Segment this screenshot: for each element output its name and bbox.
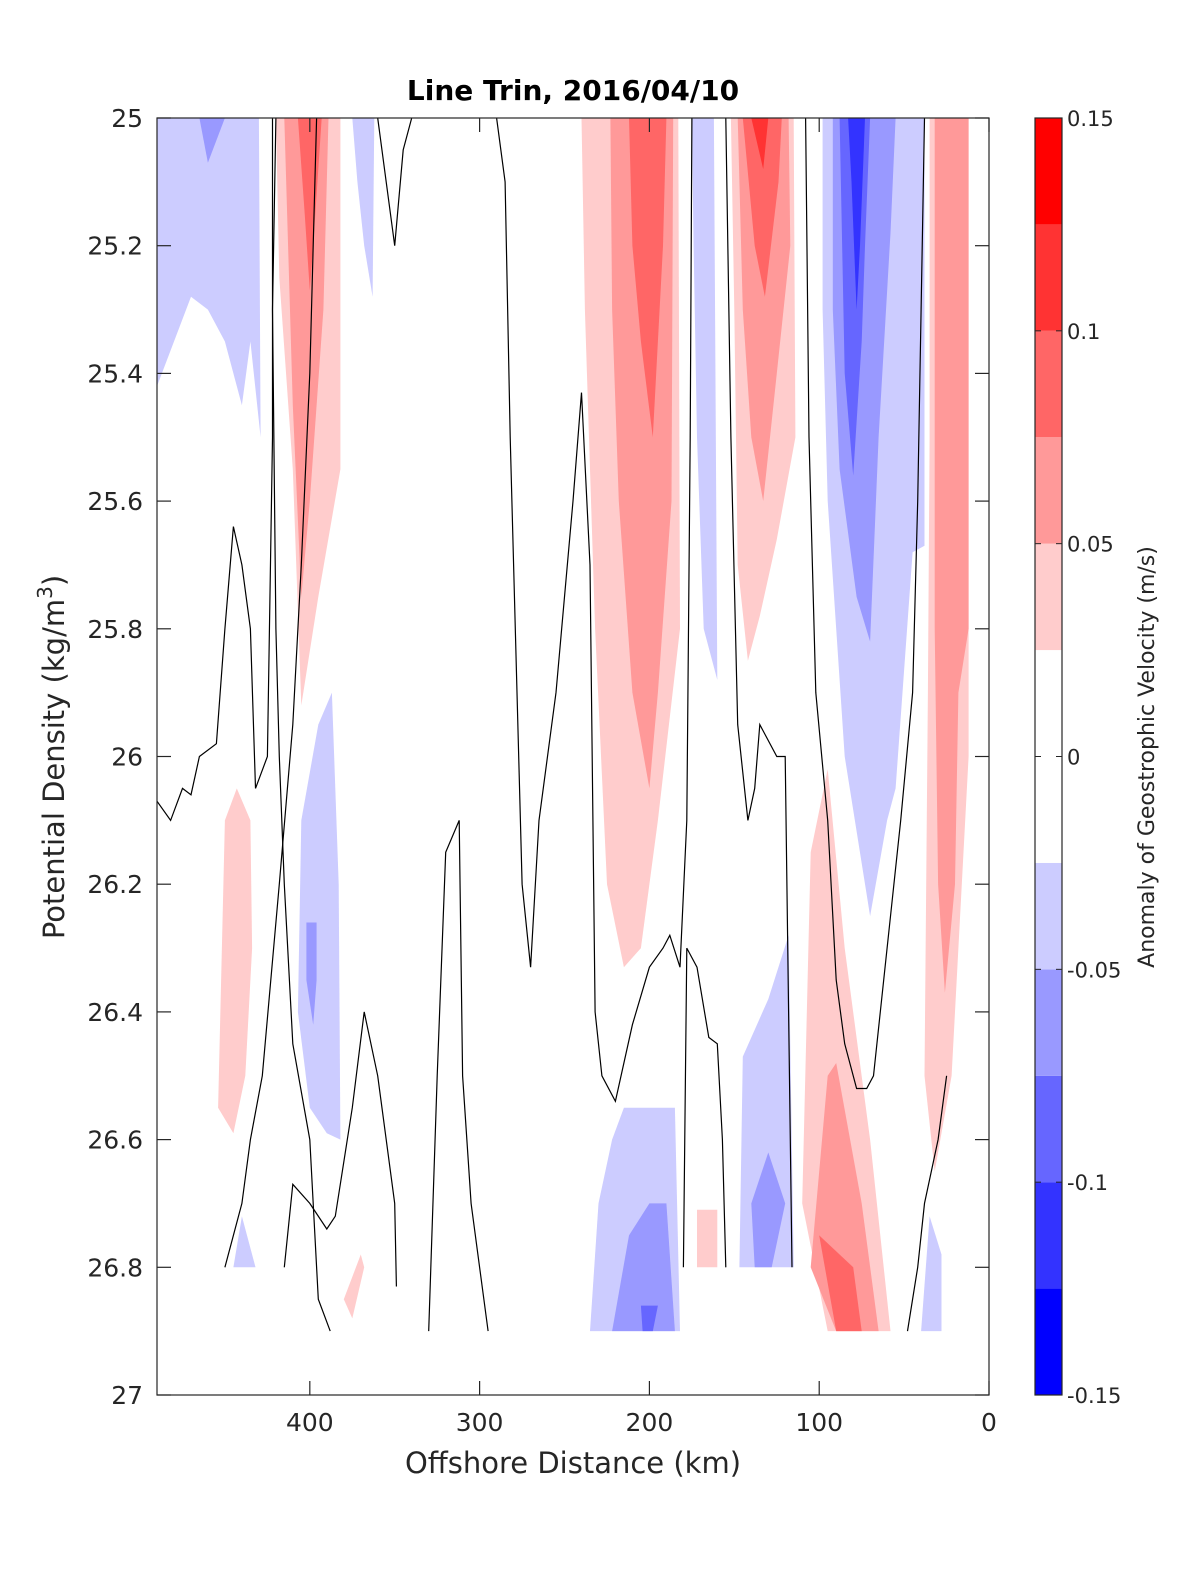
colorbar-tick-label: 0.1 <box>1067 320 1100 344</box>
colorbar-tick-label: 0 <box>1067 746 1080 770</box>
y-axis: 25 25.2 25.4 25.6 25.8 26 26.2 26.4 26.6 26.8 27 <box>87 104 989 1410</box>
y-tick-label: 25.8 <box>87 615 143 644</box>
contour-region-neg3-21 <box>839 118 871 476</box>
zero-contour-line-10 <box>906 1075 948 1332</box>
contour-region-neg2-8 <box>306 922 317 1025</box>
colorbar-tick-label: 0.15 <box>1067 107 1114 131</box>
y-tick-label: 27 <box>111 1381 143 1410</box>
contour-region-pos2-16 <box>737 118 791 502</box>
zero-contour-line-2 <box>224 118 318 1268</box>
x-tick-label: 200 <box>626 1408 674 1437</box>
x-tick-label: 100 <box>795 1408 843 1437</box>
zero-contour-line-6 <box>496 118 693 1104</box>
x-axis: 400 300 200 100 0 <box>286 118 997 1437</box>
contour-region-neg2-31 <box>751 1152 786 1268</box>
colorbar-tick-label: -0.1 <box>1067 1171 1108 1195</box>
x-tick-label: 400 <box>286 1408 334 1437</box>
contour-region-neg1-9 <box>233 1216 256 1268</box>
colorbar-segment <box>1035 969 1062 1076</box>
contour-region-pos3-17 <box>742 118 782 297</box>
contour-region-neg1-5 <box>352 118 375 297</box>
contour-region-pos1-6 <box>218 788 253 1134</box>
x-tick-label: 300 <box>456 1408 504 1437</box>
contour-region-neg1-30 <box>739 935 794 1268</box>
colorbar-segment <box>1035 437 1062 544</box>
contour-region-pos3-13 <box>629 118 667 438</box>
contour-region-neg4-22 <box>848 118 865 310</box>
contour-region-neg3-28 <box>640 1305 658 1332</box>
colorbar-segment <box>1035 330 1062 438</box>
chart-title: Line Trin, 2016/04/10 <box>407 74 739 107</box>
colorbar-segment <box>1035 224 1062 331</box>
colorbar-ticks: 0.15 0.1 0.05 0 -0.05 -0.1 -0.15 <box>1035 107 1121 1408</box>
colorbar-segment <box>1035 543 1062 651</box>
contour-region-pos2-3 <box>284 118 329 597</box>
contour-region-pos2-25 <box>934 118 969 993</box>
colorbar-segment <box>1035 1288 1062 1395</box>
colorbar-tick-label: -0.05 <box>1067 958 1121 982</box>
contour-region-neg2-1 <box>199 118 225 163</box>
y-tick-label: 26.4 <box>87 998 143 1027</box>
colorbar-segment <box>1035 1075 1062 1183</box>
colorbar-segment <box>1035 1182 1062 1289</box>
colorbar-label: Anomaly of Geostrophic Velocity (m/s) <box>1135 546 1160 968</box>
zero-contour-line-4 <box>377 118 413 246</box>
zero-contour-line-7 <box>682 947 727 1268</box>
y-tick-label: 25.4 <box>87 359 143 388</box>
zero-contour-line-5 <box>428 820 489 1332</box>
colorbar-tick-label: 0.05 <box>1067 533 1114 557</box>
contour-region-neg2-27 <box>612 1203 675 1332</box>
y-tick-label: 26.8 <box>87 1253 143 1282</box>
y-tick-label: 25 <box>111 104 143 133</box>
x-tick-label: 0 <box>981 1408 997 1437</box>
contour-region-pos1-29 <box>697 1209 718 1268</box>
zero-contour-line-9 <box>805 118 926 1090</box>
y-tick-label: 26 <box>111 743 143 772</box>
y-axis-label: Potential Density (kg/m3) <box>33 575 71 939</box>
y-tick-label: 25.2 <box>87 232 143 261</box>
contour-region-pos4-18 <box>751 118 769 170</box>
contour-region-pos1-10 <box>343 1254 365 1319</box>
contour-region-neg1-0 <box>157 118 261 438</box>
y-tick-label: 26.6 <box>87 1126 143 1155</box>
filled-contour-regions <box>157 118 969 1332</box>
zero-contour-line-8 <box>725 118 793 1268</box>
y-axis-label-superscript: 3 <box>33 586 57 599</box>
y-axis-label-close: ) <box>37 575 71 586</box>
colorbar-tick-label: -0.15 <box>1067 1384 1121 1408</box>
y-tick-label: 25.6 <box>87 487 143 516</box>
y-tick-label: 26.2 <box>87 870 143 899</box>
colorbar-segment <box>1035 862 1062 970</box>
zero-contour-lines <box>157 118 948 1332</box>
x-axis-label: Offshore Distance (km) <box>405 1446 741 1480</box>
contour-region-neg1-23 <box>895 118 913 195</box>
zero-contour-line-0 <box>157 118 274 822</box>
contour-region-neg1-14 <box>691 118 718 680</box>
contour-region-pos3-34 <box>819 1235 862 1332</box>
y-axis-label-main: Potential Density (kg/m <box>37 599 71 939</box>
contour-region-neg1-35 <box>921 1216 942 1332</box>
contour-region-neg1-7 <box>297 692 341 1140</box>
zero-contour-line-1 <box>271 118 331 1332</box>
colorbar-segment <box>1035 118 1062 225</box>
zero-contour-line-3 <box>283 1011 397 1287</box>
